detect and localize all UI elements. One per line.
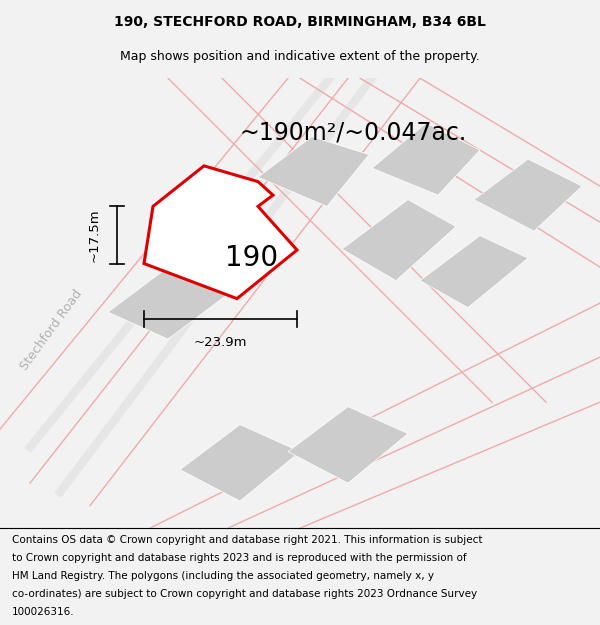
- Text: Map shows position and indicative extent of the property.: Map shows position and indicative extent…: [120, 50, 480, 62]
- Text: 190: 190: [226, 244, 278, 272]
- Polygon shape: [474, 159, 582, 231]
- Text: to Crown copyright and database rights 2023 and is reproduced with the permissio: to Crown copyright and database rights 2…: [12, 553, 467, 563]
- Text: 100026316.: 100026316.: [12, 607, 74, 617]
- Polygon shape: [108, 267, 228, 339]
- Polygon shape: [420, 236, 528, 308]
- Text: ~17.5m: ~17.5m: [88, 208, 101, 262]
- Polygon shape: [180, 424, 300, 501]
- Text: ~23.9m: ~23.9m: [194, 336, 247, 349]
- Text: co-ordinates) are subject to Crown copyright and database rights 2023 Ordnance S: co-ordinates) are subject to Crown copyr…: [12, 589, 477, 599]
- Polygon shape: [342, 199, 456, 281]
- Text: ~190m²/~0.047ac.: ~190m²/~0.047ac.: [240, 120, 467, 144]
- Text: Contains OS data © Crown copyright and database right 2021. This information is : Contains OS data © Crown copyright and d…: [12, 535, 482, 545]
- Polygon shape: [288, 407, 408, 483]
- Text: Stechford Road: Stechford Road: [17, 288, 85, 373]
- Polygon shape: [258, 137, 369, 206]
- Polygon shape: [144, 166, 297, 299]
- Text: 190, STECHFORD ROAD, BIRMINGHAM, B34 6BL: 190, STECHFORD ROAD, BIRMINGHAM, B34 6BL: [114, 15, 486, 29]
- Text: HM Land Registry. The polygons (including the associated geometry, namely x, y: HM Land Registry. The polygons (includin…: [12, 571, 434, 581]
- Polygon shape: [372, 123, 480, 195]
